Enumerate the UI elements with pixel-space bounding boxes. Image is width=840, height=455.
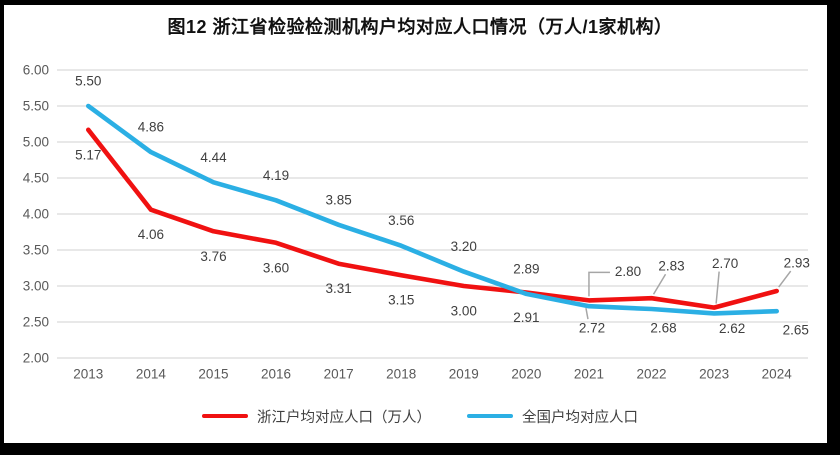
data-point-label: 4.44 [200, 150, 227, 165]
y-axis-tick-label: 5.00 [23, 135, 49, 150]
legend-swatch-national [467, 413, 513, 419]
x-axis-tick-label: 2023 [699, 367, 729, 382]
y-axis-tick-label: 6.00 [23, 63, 49, 78]
data-point-label: 3.15 [388, 293, 414, 308]
legend-item-zhejiang: 浙江户均对应人口（万人） [202, 406, 431, 427]
x-axis-tick-label: 2021 [574, 367, 604, 382]
data-point-label: 5.50 [75, 74, 101, 89]
data-point-label: 2.72 [579, 321, 605, 336]
data-point-label: 3.31 [325, 281, 351, 296]
x-axis-tick-label: 2018 [386, 367, 416, 382]
data-point-label: 3.00 [451, 304, 477, 319]
data-point-label: 3.56 [388, 213, 414, 228]
x-axis-tick-label: 2022 [637, 367, 667, 382]
label-leader-line [585, 308, 589, 320]
data-point-label: 4.06 [138, 227, 164, 242]
x-axis-tick-label: 2017 [324, 367, 354, 382]
x-axis-tick-label: 2016 [261, 367, 291, 382]
x-axis-tick-label: 2024 [762, 367, 793, 382]
data-point-label: 2.93 [784, 256, 810, 271]
data-point-label: 2.65 [783, 323, 809, 338]
y-axis-tick-label: 2.00 [23, 351, 49, 366]
label-leader-line [778, 270, 792, 288]
data-point-label: 2.91 [513, 310, 539, 325]
y-axis-tick-label: 5.50 [23, 99, 49, 114]
x-axis-tick-label: 2015 [198, 367, 228, 382]
series-line-zhejiang [86, 127, 780, 310]
x-axis-tick-label: 2013 [73, 367, 103, 382]
data-point-label: 2.83 [658, 259, 684, 274]
data-point-label: 4.86 [138, 120, 164, 135]
y-axis-tick-label: 4.50 [23, 171, 49, 186]
data-point-label: 2.70 [712, 256, 738, 271]
y-axis-tick-label: 3.00 [23, 279, 49, 294]
data-point-label: 2.89 [513, 261, 539, 276]
data-point-label: 4.19 [263, 168, 289, 183]
label-leader-line [652, 273, 667, 295]
chart-title: 图12 浙江省检验检测机构户均对应人口情况（万人/1家机构） [167, 17, 673, 37]
legend: 浙江户均对应人口（万人） 全国户均对应人口 [0, 403, 840, 429]
legend-swatch-zhejiang [202, 413, 248, 419]
y-axis-tick-label: 3.50 [23, 243, 49, 258]
x-axis-tick-label: 2020 [511, 367, 541, 382]
y-axis-tick-label: 4.00 [23, 207, 49, 222]
y-axis-tick-label: 2.50 [23, 315, 49, 330]
legend-label-national: 全国户均对应人口 [522, 409, 638, 426]
label-leader-line [715, 271, 720, 304]
series-line-national [86, 103, 780, 316]
legend-item-national: 全国户均对应人口 [467, 406, 638, 427]
data-point-label: 3.85 [325, 192, 351, 207]
data-point-label: 3.76 [200, 249, 226, 264]
data-point-label: 5.17 [75, 147, 101, 162]
x-axis-tick-label: 2014 [136, 367, 167, 382]
data-point-label: 2.80 [615, 264, 641, 279]
data-point-label: 3.20 [451, 239, 477, 254]
data-point-label: 2.62 [719, 321, 745, 336]
data-point-label: 2.68 [650, 321, 676, 336]
x-axis-tick-label: 2019 [449, 367, 479, 382]
label-leader-line [588, 271, 610, 297]
legend-label-zhejiang: 浙江户均对应人口（万人） [257, 409, 431, 426]
data-point-label: 3.60 [263, 260, 289, 275]
